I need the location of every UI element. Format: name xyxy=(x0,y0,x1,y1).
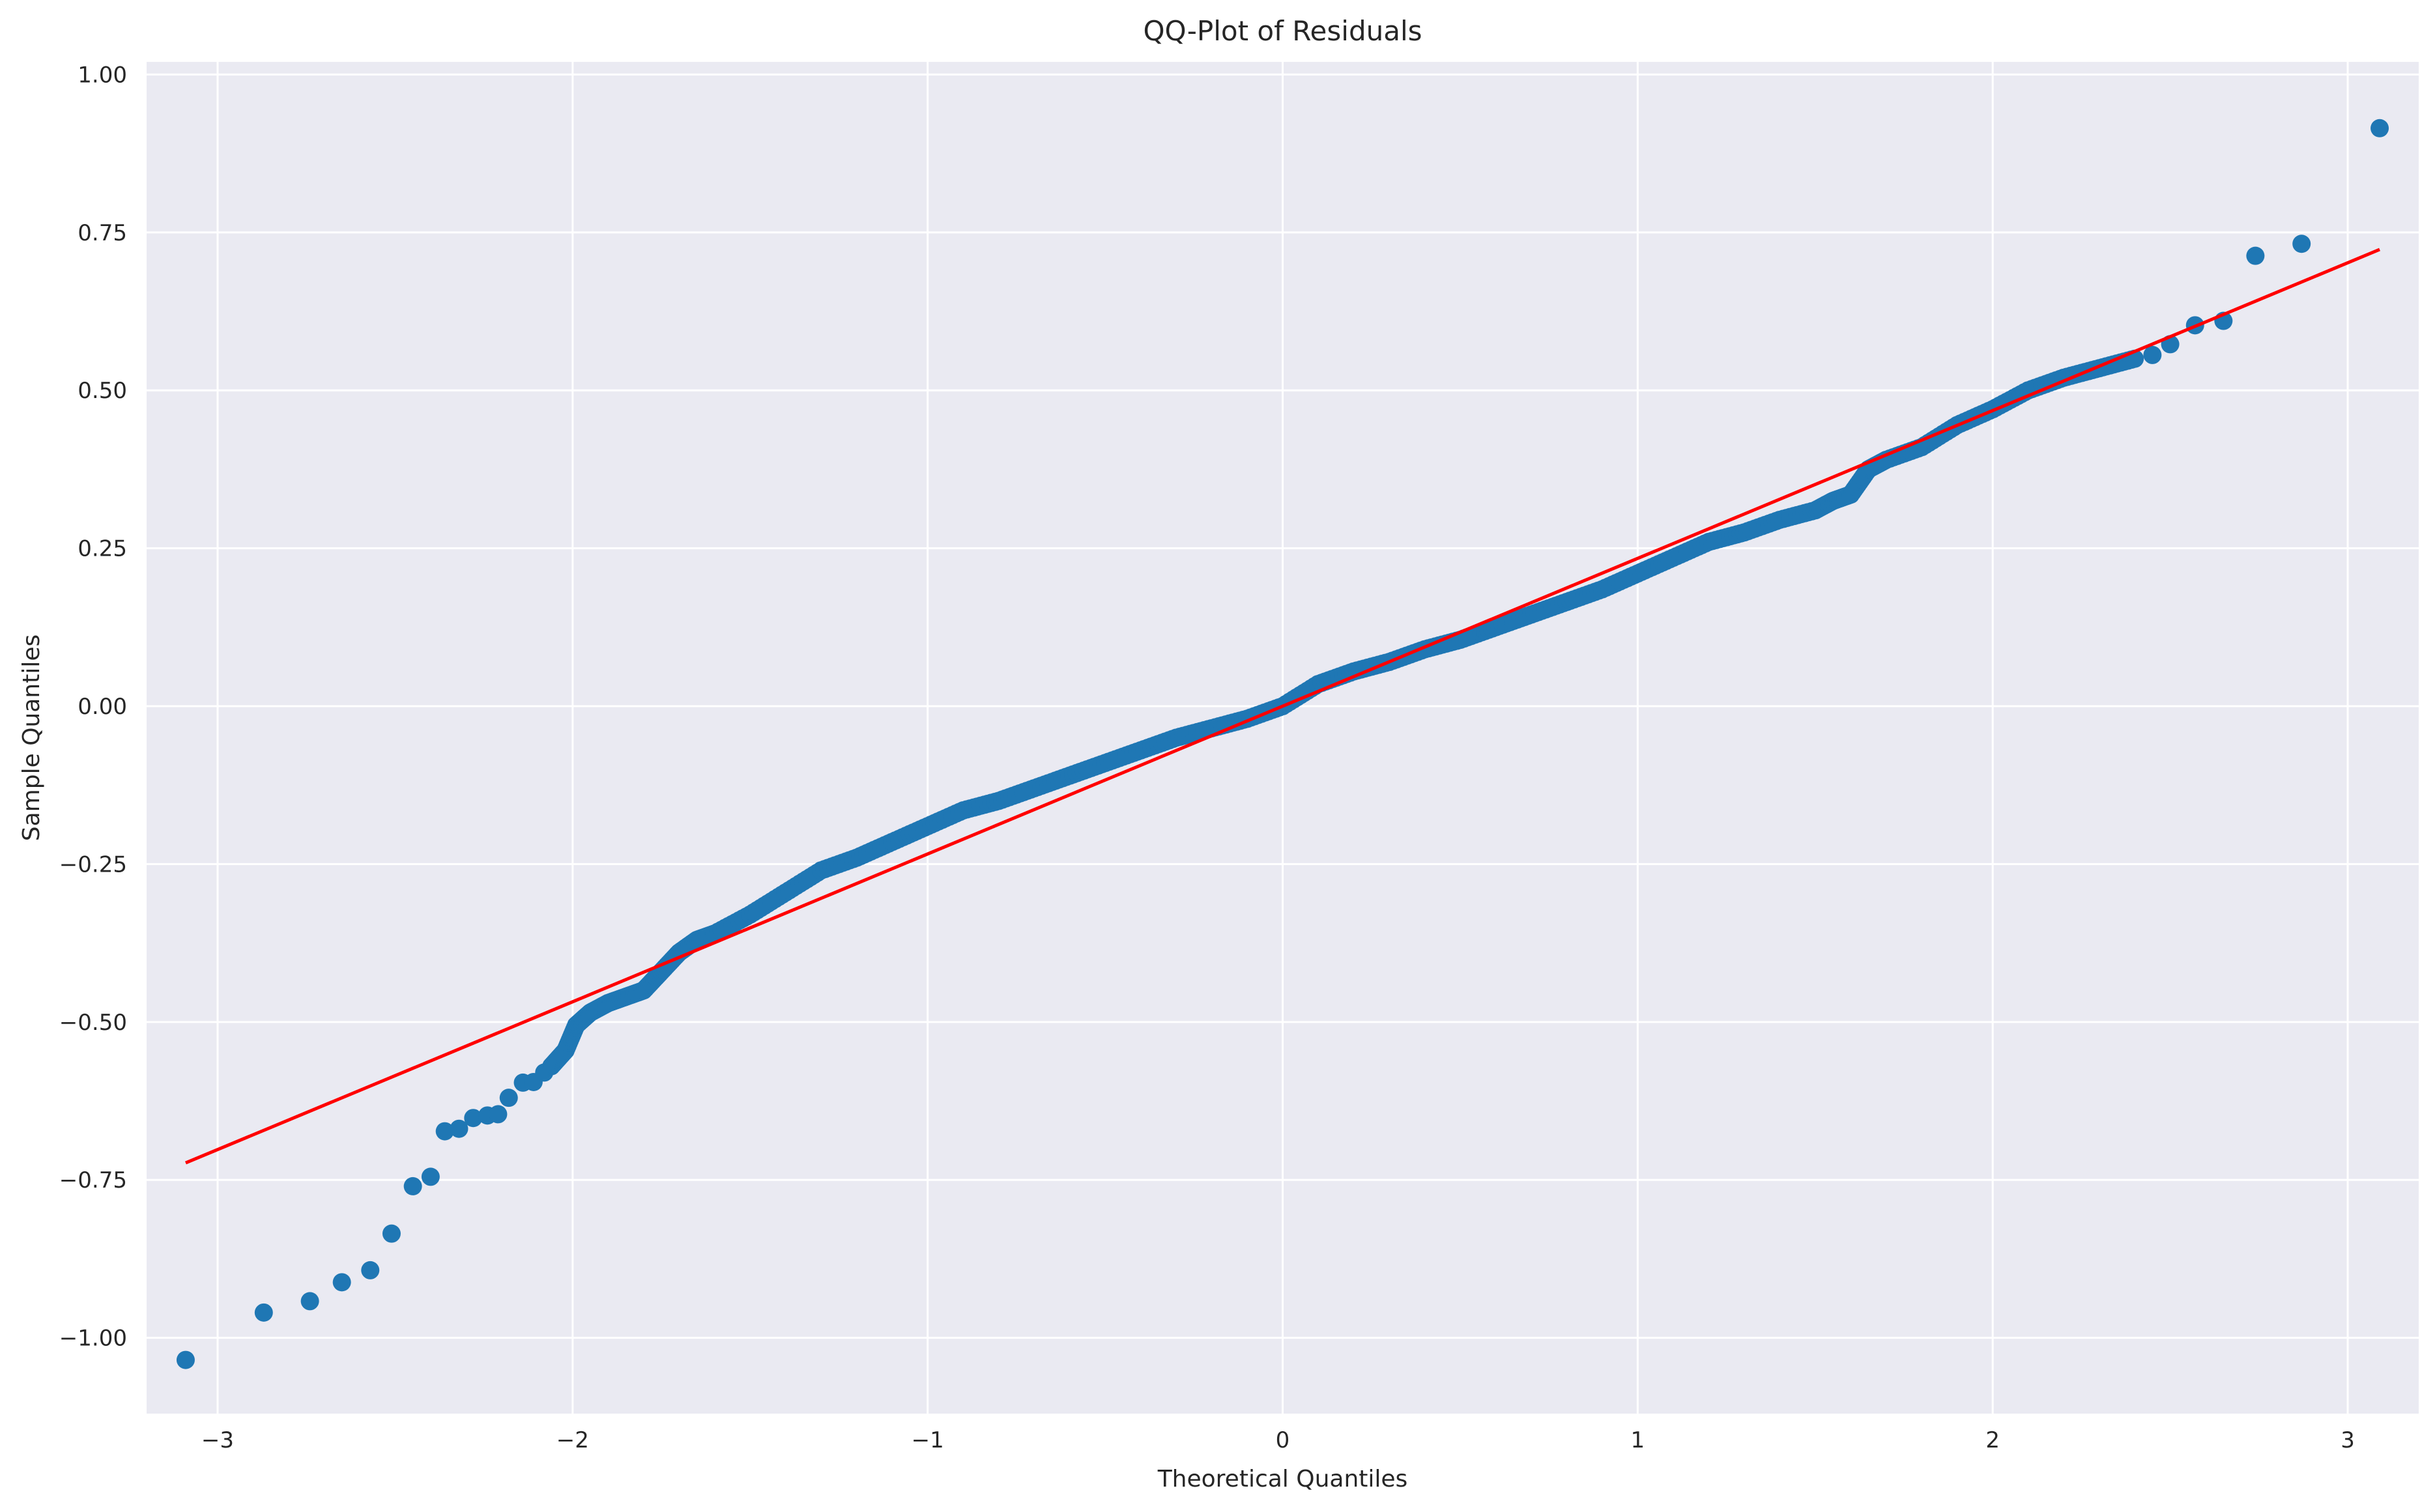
y-tick-label: 0.00 xyxy=(78,694,127,720)
data-point xyxy=(489,1105,508,1124)
y-tick-label: −0.75 xyxy=(59,1167,127,1193)
data-point xyxy=(382,1224,401,1243)
data-point xyxy=(435,1122,454,1141)
x-tick-label: 0 xyxy=(1276,1427,1290,1453)
chart-title: QQ-Plot of Residuals xyxy=(1143,15,1422,47)
x-tick-label: −1 xyxy=(912,1427,944,1453)
y-tick-label: −0.50 xyxy=(59,1010,127,1036)
data-point xyxy=(464,1109,483,1128)
y-tick-label: 1.00 xyxy=(78,62,127,88)
reference-line-layer xyxy=(184,248,2381,1165)
data-point xyxy=(2246,246,2265,265)
y-tick-label: 0.50 xyxy=(78,378,127,404)
x-tick-label: −2 xyxy=(556,1427,589,1453)
data-point xyxy=(499,1089,518,1107)
data-point xyxy=(2292,235,2311,253)
data-point xyxy=(2143,345,2162,364)
data-point xyxy=(254,1303,273,1322)
y-axis-label: Sample Quantiles xyxy=(18,635,45,841)
x-tick-label: 3 xyxy=(2341,1427,2355,1453)
data-point xyxy=(176,1350,195,1369)
data-point xyxy=(403,1177,422,1195)
x-tick-label: −3 xyxy=(201,1427,234,1453)
y-tick-label: −1.00 xyxy=(59,1326,127,1352)
data-point xyxy=(332,1273,351,1292)
x-tick-label: 1 xyxy=(1631,1427,1645,1453)
data-point xyxy=(361,1261,380,1279)
y-tick-label: 0.25 xyxy=(78,536,127,562)
x-tick-label: 2 xyxy=(1985,1427,2000,1453)
data-points-layer xyxy=(176,119,2389,1369)
data-point xyxy=(421,1167,440,1186)
y-tick-label: −0.25 xyxy=(59,851,127,877)
tick-labels: −3 −2 −1 0 1 2 3 −1.00 −0.75 −0.50 −0.25 0.00 0.25 0.… xyxy=(59,62,2355,1453)
data-point xyxy=(450,1119,468,1138)
data-point xyxy=(2370,119,2389,137)
y-tick-label: 0.75 xyxy=(78,220,127,246)
reference-line xyxy=(184,248,2381,1165)
x-axis-label: Theoretical Quantiles xyxy=(1157,1466,1408,1492)
data-point xyxy=(300,1292,319,1311)
